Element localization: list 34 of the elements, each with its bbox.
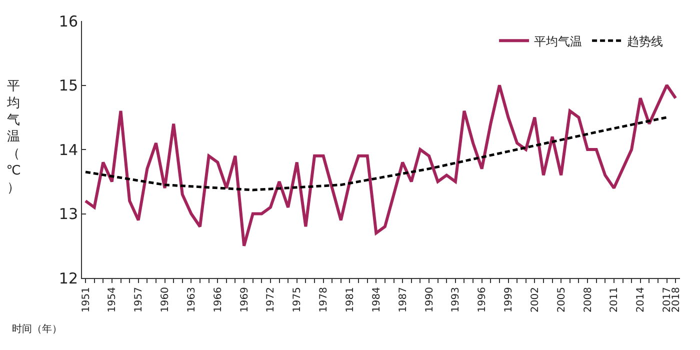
x-tick-label: 2011	[609, 287, 620, 312]
x-tick-label: 2005	[556, 287, 568, 312]
x-tick-label: 2008	[582, 287, 594, 312]
line-series	[84, 84, 678, 248]
x-tick-label: 1969	[239, 287, 250, 312]
x-axis-title: 时间（年）	[12, 323, 62, 335]
x-tick-label: 2014	[636, 287, 647, 312]
legend-label: 平均气温	[534, 34, 582, 48]
x-tick-label: 1972	[266, 287, 277, 312]
x-tick-label: 1957	[134, 287, 145, 312]
y-tick-label: 13	[58, 205, 78, 223]
x-tick-label: 1954	[107, 287, 118, 312]
x-tick-label: 1951	[80, 287, 92, 312]
legend-label: 趋势线	[627, 34, 664, 48]
x-tick-label: 1996	[477, 287, 488, 312]
x-tick-label: 1990	[424, 287, 436, 312]
x-tick-label: 1966	[212, 287, 224, 312]
x-tick-label: 1960	[160, 287, 172, 312]
y-tick-label: 12	[58, 269, 78, 288]
x-tick-label: 2002	[530, 287, 541, 312]
y-tick-label: 14	[58, 140, 78, 159]
x-tick-label: 2018	[670, 287, 682, 312]
x-tick-label: 1984	[371, 287, 382, 312]
x-tick-label: 1999	[504, 287, 515, 312]
x-tick-label: 1981	[344, 287, 356, 312]
x-tick-label: 1987	[398, 287, 409, 312]
x-tick-label: 1978	[318, 287, 330, 312]
x-tick-label: 1963	[186, 287, 198, 312]
x-tick-label: 1975	[292, 287, 304, 312]
line-series	[84, 116, 668, 192]
y-axis-title: 平均气温（℃）	[6, 79, 21, 196]
x-tick-label: 1993	[450, 287, 462, 312]
y-tick-label: 16	[58, 12, 78, 30]
y-tick-label: 15	[58, 76, 78, 94]
